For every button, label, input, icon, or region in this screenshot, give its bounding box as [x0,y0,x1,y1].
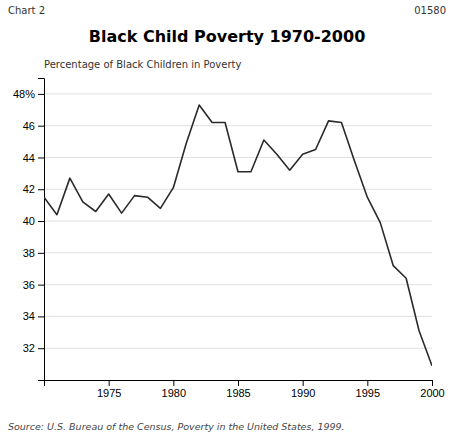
tick-label: 40 [23,215,35,227]
tick-mark [38,157,44,158]
tick-label: 42 [23,183,35,195]
grid-line [44,252,432,253]
y-axis-tick: 36 [23,279,44,291]
tick-label: 34 [23,310,35,322]
tick-label: 36 [23,279,35,291]
chart: Chart 2 01580 Source: U.S. Bureau of the C… [0,0,454,442]
tick-label: 2000 [420,387,444,399]
tick-label: 46 [23,120,35,132]
grid-line [44,316,432,317]
tick-mark [38,189,44,190]
x-axis-tick: 1975 [97,380,121,399]
tick-mark [38,285,44,286]
corner-label: 01580 [414,5,446,16]
y-axis-tick: 48% [13,88,44,100]
tick-label: 1995 [356,387,380,399]
grid-line [44,157,432,158]
grid-line [44,189,432,190]
x-axis-tick: 1995 [356,380,380,399]
tick-mark [38,94,44,95]
tick-mark [109,380,110,386]
x-axis-tick: 2000 [420,380,444,399]
source-note: Source: U.S. Bureau of the Census, Pover… [8,421,345,432]
x-axis-tick: 1985 [226,380,250,399]
x-axis: 1975 1980 1985 1990 1995 2000 [45,380,445,399]
tick-mark [303,380,304,386]
tick-label: 1990 [291,387,315,399]
x-axis-line [45,381,433,387]
y-axis-tick: 46 [23,120,44,132]
tick-label: 48% [13,88,35,100]
grid-line [44,221,432,222]
line [44,105,432,366]
tick-mark [38,316,44,317]
marks [44,105,432,366]
y-axis-tick: 38 [23,247,44,259]
corner-label: Chart 2 [8,5,45,16]
grid-line [44,284,432,285]
y-axis-tick: 40 [23,215,44,227]
tick-label: 38 [23,247,35,259]
x-axis-tick: 1980 [162,380,186,399]
plot: 1975 1980 1985 1990 1995 2000 32 34 36 38 40 42 44 46… [13,79,445,399]
y-axis: 32 34 36 38 40 42 44 46 48% [13,79,45,381]
y-axis-tick: 32 [23,342,44,354]
tick-mark [173,380,174,386]
y-axis-tick: 34 [23,310,44,322]
y-axis-line [38,79,45,381]
tick-label: 32 [23,342,35,354]
y-axis-tick: 42 [23,183,44,195]
tick-mark [367,380,368,386]
grid [44,94,432,348]
grid-line [44,348,432,349]
tick-label: 44 [23,151,35,163]
tick-mark [38,221,44,222]
grid-line [44,93,432,94]
tick-mark [432,380,433,386]
tick-mark [38,126,44,127]
x-axis-tick: 1990 [291,380,315,399]
tick-label: 1985 [226,387,250,399]
tick-label: 1975 [97,387,121,399]
title: Black Child Poverty 1970-2000 [89,27,366,46]
y-axis-title: Percentage of Black Children in Poverty [44,59,241,70]
tick-mark [238,380,239,386]
y-axis-tick: 44 [23,151,44,163]
tick-mark [38,253,44,254]
grid-line [44,125,432,126]
tick-mark [38,348,44,349]
tick-label: 1980 [162,387,186,399]
